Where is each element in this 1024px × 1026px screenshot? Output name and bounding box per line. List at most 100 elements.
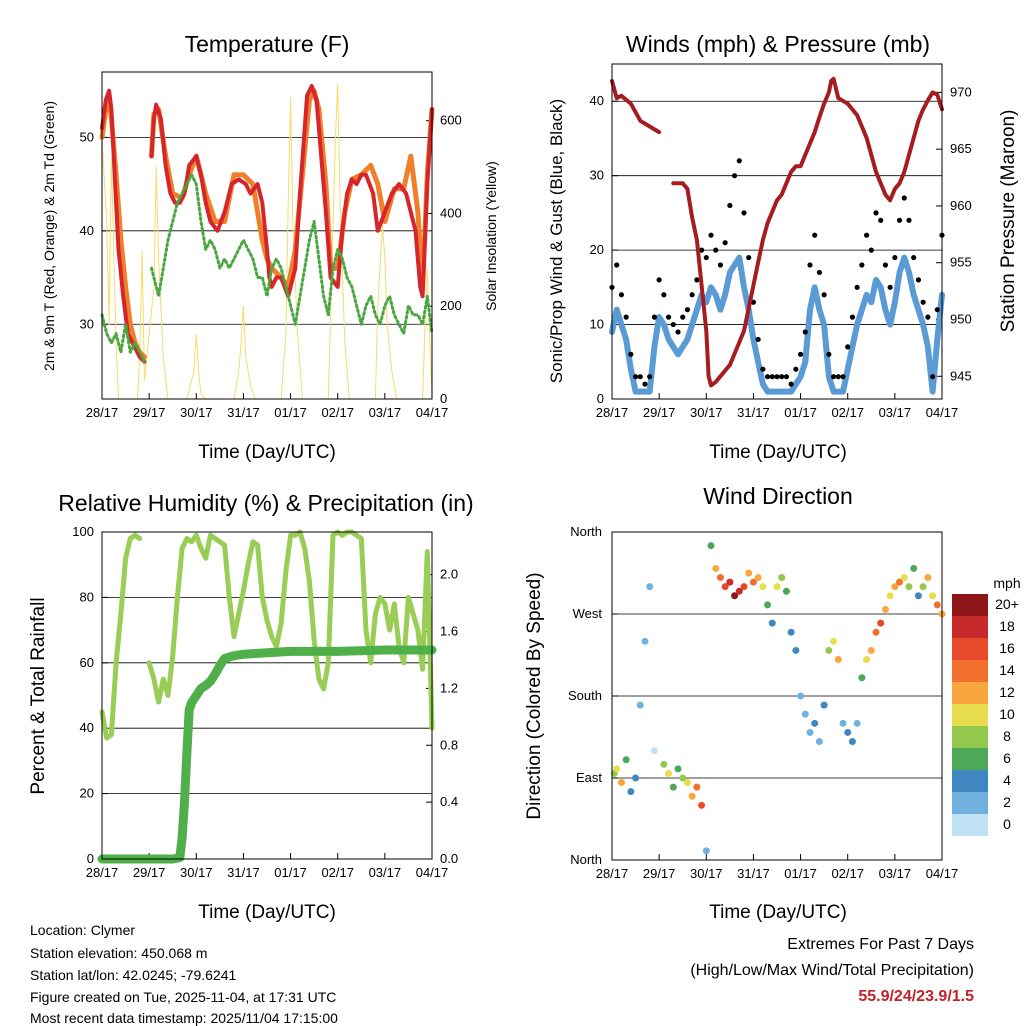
humidity-xlabel: Time (Day/UTC) (198, 902, 336, 923)
gust-point (708, 232, 714, 238)
direction-point (900, 574, 908, 582)
direction-point (891, 583, 899, 591)
gust-point (925, 314, 931, 320)
gust-point (746, 254, 752, 261)
legend-label: 4 (1003, 772, 1011, 788)
direction-point (740, 583, 748, 591)
rh-line (99, 529, 435, 741)
y-tick-label: 1.2 (440, 680, 458, 695)
x-tick-label: 02/17 (831, 866, 864, 881)
y-tick-label: 960 (950, 198, 972, 213)
direction-point (712, 564, 720, 572)
gust-point (830, 374, 837, 380)
direction-point (768, 619, 776, 627)
y-tick-label: 970 (950, 84, 972, 99)
gust-point (694, 277, 700, 283)
temperature-panel: Temperature (F) 30 40 50 0 200 400 600 28/17 29/… (41, 31, 499, 463)
legend-title: mph (993, 575, 1020, 591)
gust-point (614, 262, 620, 268)
legend-swatch (952, 638, 988, 660)
direction-point (914, 592, 922, 600)
gust-point (722, 240, 728, 246)
temperature-frame (101, 71, 433, 400)
direction-point (881, 605, 889, 613)
direction-point (853, 719, 861, 727)
direction-point (858, 674, 866, 682)
legend-label: 0 (1003, 816, 1011, 832)
x-tick-label: 02/17 (321, 405, 354, 420)
gust-point (647, 374, 653, 380)
legend-swatch (952, 704, 988, 726)
legend-swatch (952, 594, 988, 616)
y-tick-label: East (576, 770, 602, 785)
legend-swatch (952, 748, 988, 770)
direction-point (749, 578, 757, 586)
legend-swatch (952, 792, 988, 814)
direction-panel: Wind Direction NorthEastSouthWestNorth28… (524, 483, 1021, 923)
gust-point (665, 314, 672, 320)
y-tick-label: 10 (590, 317, 604, 332)
direction-point (867, 646, 875, 654)
legend-swatch (952, 770, 988, 792)
pressure-ylabel: Station Pressure (Maroon) (998, 110, 1019, 333)
x-tick-label: 04/17 (416, 865, 449, 880)
gust-point (779, 374, 785, 380)
x-tick-label: 03/17 (369, 405, 402, 420)
gust-point (873, 210, 879, 216)
x-tick-label: 31/17 (737, 405, 770, 420)
direction-point (660, 760, 668, 768)
gust-point (812, 232, 818, 238)
pressure-line (610, 76, 944, 388)
gust-point (698, 247, 705, 253)
gust-point (934, 307, 940, 313)
direction-point (933, 601, 941, 609)
x-tick-label: 03/17 (369, 865, 402, 880)
direction-point (924, 574, 932, 582)
gust-point (769, 374, 775, 380)
direction-point (698, 801, 706, 809)
direction-point (830, 637, 838, 645)
gust-point (731, 173, 738, 179)
direction-point (910, 564, 918, 572)
gust-point (764, 374, 771, 380)
direction-point (919, 583, 927, 591)
y-tick-label: 965 (950, 141, 972, 156)
wind-line (609, 254, 945, 395)
gust-point (840, 374, 846, 380)
direction-point (872, 628, 880, 636)
gust-point (807, 262, 813, 268)
precip-line (97, 645, 437, 864)
direction-point (782, 587, 790, 595)
y-tick-label: 20 (590, 242, 604, 257)
x-tick-label: 01/17 (274, 865, 307, 880)
x-tick-label: 04/17 (926, 866, 959, 881)
legend-label: 2 (1003, 794, 1011, 810)
gust-point (821, 292, 827, 298)
x-tick-label: 29/17 (133, 865, 166, 880)
gust-point (802, 329, 808, 335)
gust-point (680, 314, 686, 320)
direction-point (613, 765, 621, 773)
y-tick-label: 60 (80, 655, 94, 670)
y-tick-label: 40 (80, 720, 94, 735)
direction-xlabel: Time (Day/UTC) (709, 902, 847, 923)
direction-point (839, 719, 847, 727)
gust-point (854, 284, 860, 290)
x-tick-label: 01/17 (274, 405, 307, 420)
direction-point (683, 779, 691, 787)
direction-point (754, 574, 762, 582)
solar-line (101, 83, 433, 400)
direction-point (844, 728, 852, 736)
x-tick-label: 01/17 (784, 866, 817, 881)
direction-point (773, 583, 781, 591)
gust-point (628, 351, 634, 357)
gust-point (703, 254, 709, 261)
y-tick-label: 100 (72, 524, 94, 539)
direction-point (707, 542, 715, 550)
winds-title: Winds (mph) & Pressure (mb) (626, 31, 930, 57)
x-tick-label: 30/17 (690, 405, 723, 420)
direction-point (632, 774, 640, 782)
solar-ylabel: Solar Insolation (Yellow) (483, 161, 499, 311)
direction-frame (611, 531, 943, 861)
x-tick-label: 31/17 (737, 866, 770, 881)
